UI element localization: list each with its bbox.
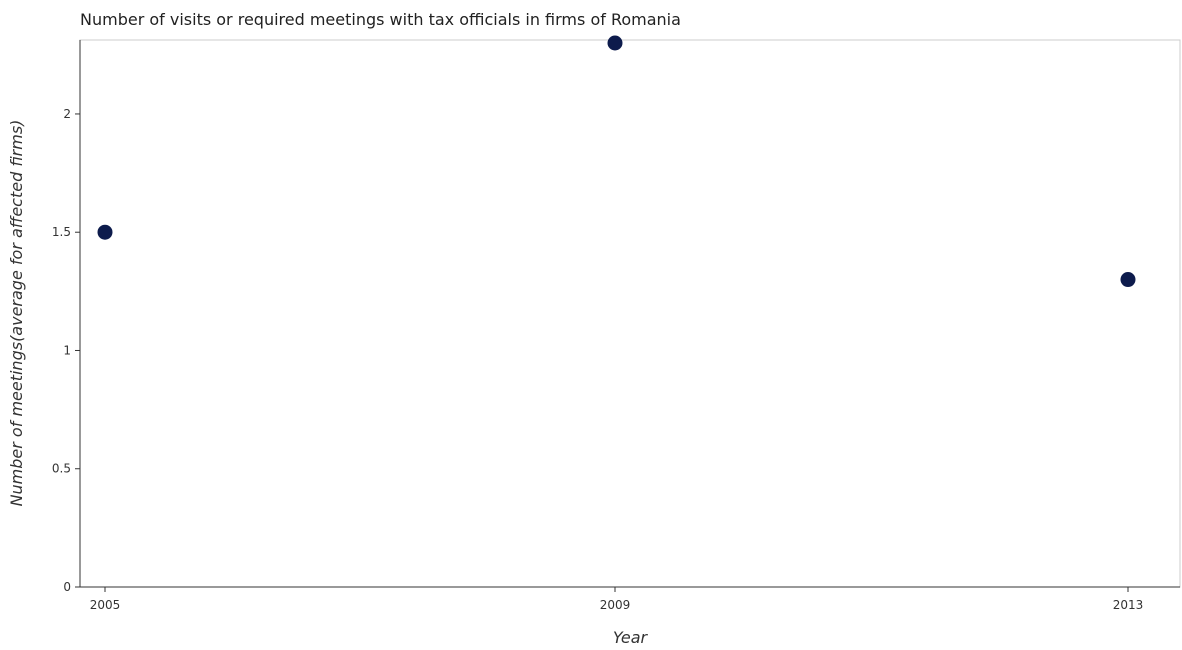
y-tick-label: 2 <box>63 107 71 121</box>
y-tick-label: 1 <box>63 343 71 357</box>
y-axis-ticks: 0 0.5 1 1.5 2 <box>52 107 80 594</box>
data-point-2005 <box>97 224 113 240</box>
y-tick-label: 0 <box>63 580 71 594</box>
y-tick-label: 1.5 <box>52 225 71 239</box>
x-axis-ticks: 2005 2009 2013 <box>90 587 1144 612</box>
x-tick-label: 2013 <box>1113 598 1144 612</box>
x-tick-label: 2009 <box>600 598 631 612</box>
data-point-2013 <box>1120 272 1136 288</box>
data-point-2009 <box>607 35 623 51</box>
y-axis-label: Number of meetings(average for affected … <box>7 120 26 507</box>
x-tick-label: 2005 <box>90 598 121 612</box>
x-axis-label: Year <box>613 628 649 647</box>
data-points <box>97 35 1136 288</box>
plot-frame <box>79 39 1181 588</box>
y-tick-label: 0.5 <box>52 462 71 476</box>
chart-title: Number of visits or required meetings wi… <box>80 10 681 29</box>
